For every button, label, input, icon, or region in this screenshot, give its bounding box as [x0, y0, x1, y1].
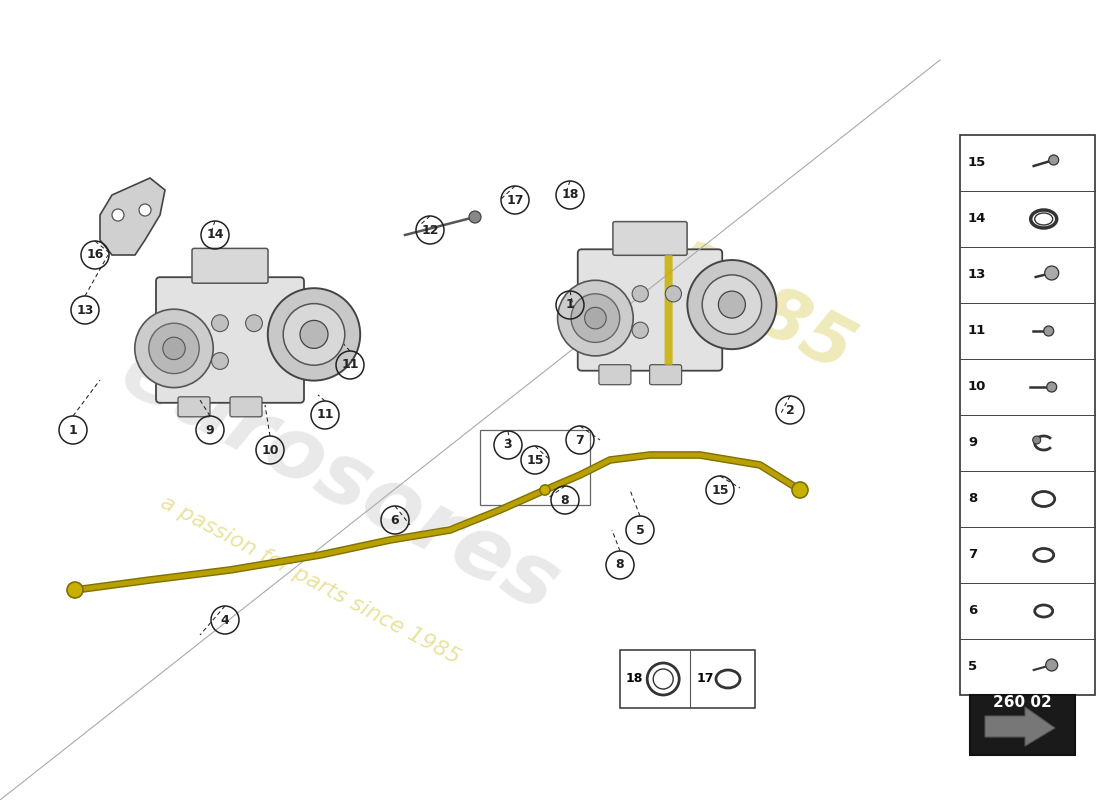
FancyBboxPatch shape	[664, 255, 672, 365]
FancyBboxPatch shape	[613, 222, 688, 255]
Text: 8: 8	[616, 558, 625, 571]
Circle shape	[163, 338, 185, 359]
Circle shape	[1045, 266, 1058, 280]
Circle shape	[283, 303, 344, 365]
Text: eurosores: eurosores	[107, 330, 573, 630]
FancyBboxPatch shape	[620, 650, 755, 708]
Circle shape	[1033, 436, 1041, 444]
Text: 1985: 1985	[656, 232, 865, 388]
Text: 1: 1	[68, 423, 77, 437]
Text: 12: 12	[421, 223, 439, 237]
Circle shape	[718, 291, 746, 318]
Circle shape	[792, 482, 808, 498]
Text: 9: 9	[968, 437, 977, 450]
Circle shape	[112, 209, 124, 221]
Circle shape	[67, 582, 82, 598]
FancyBboxPatch shape	[960, 135, 1094, 695]
Text: 8: 8	[968, 493, 977, 506]
Text: 14: 14	[968, 213, 987, 226]
FancyBboxPatch shape	[650, 365, 682, 385]
Circle shape	[148, 323, 199, 374]
Text: 11: 11	[341, 358, 359, 371]
Text: 6: 6	[968, 605, 977, 618]
Circle shape	[1044, 326, 1054, 336]
Circle shape	[1046, 659, 1058, 671]
Circle shape	[267, 288, 360, 381]
Circle shape	[558, 280, 634, 356]
Circle shape	[300, 320, 328, 349]
Circle shape	[245, 314, 263, 331]
Text: 11: 11	[968, 325, 987, 338]
Text: 8: 8	[561, 494, 570, 506]
Text: 5: 5	[968, 661, 977, 674]
Text: 10: 10	[968, 381, 987, 394]
Circle shape	[540, 485, 550, 495]
FancyBboxPatch shape	[970, 695, 1075, 755]
FancyBboxPatch shape	[156, 278, 304, 402]
Text: 10: 10	[262, 443, 278, 457]
Text: 2: 2	[785, 403, 794, 417]
Text: 14: 14	[207, 229, 223, 242]
Text: 6: 6	[390, 514, 399, 526]
Circle shape	[1048, 155, 1058, 165]
Text: 11: 11	[317, 409, 333, 422]
Text: 17: 17	[506, 194, 524, 206]
FancyBboxPatch shape	[578, 250, 723, 370]
FancyBboxPatch shape	[178, 397, 210, 417]
Text: 15: 15	[968, 157, 987, 170]
Circle shape	[540, 485, 550, 495]
Circle shape	[135, 309, 213, 387]
Text: 16: 16	[86, 249, 103, 262]
Circle shape	[139, 204, 151, 216]
Text: 1: 1	[565, 298, 574, 311]
Text: a passion for parts since 1985: a passion for parts since 1985	[157, 492, 463, 668]
Text: 15: 15	[712, 483, 728, 497]
Text: 17: 17	[696, 673, 714, 686]
Circle shape	[688, 260, 777, 349]
Circle shape	[584, 307, 606, 329]
Circle shape	[666, 286, 682, 302]
Text: 13: 13	[968, 269, 987, 282]
Circle shape	[632, 322, 648, 338]
FancyBboxPatch shape	[598, 365, 631, 385]
Circle shape	[1047, 382, 1057, 392]
Text: 18: 18	[626, 673, 644, 686]
Polygon shape	[984, 707, 1055, 746]
Polygon shape	[100, 178, 165, 255]
Text: 7: 7	[968, 549, 977, 562]
Circle shape	[702, 275, 761, 334]
Text: 3: 3	[504, 438, 513, 451]
Text: 4: 4	[221, 614, 230, 626]
Text: 18: 18	[561, 189, 579, 202]
Circle shape	[571, 294, 619, 342]
Circle shape	[211, 314, 229, 331]
Text: 260 02: 260 02	[993, 694, 1052, 710]
Text: 9: 9	[206, 423, 214, 437]
Text: 15: 15	[526, 454, 543, 466]
Circle shape	[632, 286, 648, 302]
Circle shape	[469, 211, 481, 223]
Text: 13: 13	[76, 303, 94, 317]
Circle shape	[211, 353, 229, 370]
Text: 7: 7	[575, 434, 584, 446]
FancyBboxPatch shape	[192, 248, 268, 283]
Text: 5: 5	[636, 523, 645, 537]
FancyBboxPatch shape	[230, 397, 262, 417]
